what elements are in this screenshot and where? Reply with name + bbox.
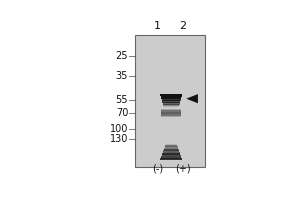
Bar	[161, 97, 182, 98]
Text: 35: 35	[116, 71, 128, 81]
Bar	[162, 102, 180, 103]
Bar	[163, 150, 179, 151]
Text: 70: 70	[116, 108, 128, 118]
Bar	[161, 98, 181, 99]
Bar	[160, 158, 182, 159]
Text: 1: 1	[154, 21, 161, 31]
Bar	[135, 35, 205, 167]
Bar	[162, 155, 181, 156]
Bar	[160, 95, 182, 96]
Text: 55: 55	[116, 95, 128, 105]
Bar	[163, 104, 179, 105]
Bar	[161, 96, 182, 97]
Bar	[162, 153, 180, 155]
Bar	[163, 103, 180, 104]
Bar	[162, 100, 181, 101]
Bar	[161, 97, 181, 99]
Bar	[164, 106, 179, 107]
Bar	[162, 100, 181, 101]
Bar	[161, 157, 182, 158]
Bar	[164, 149, 179, 151]
Bar	[163, 104, 179, 105]
Bar	[165, 146, 178, 147]
Text: 100: 100	[110, 124, 128, 134]
Bar	[165, 145, 177, 146]
Bar	[163, 102, 180, 103]
Bar	[160, 159, 182, 160]
Bar	[163, 153, 180, 154]
Bar	[160, 95, 182, 97]
Bar	[160, 94, 182, 95]
Bar	[164, 147, 178, 148]
Text: 25: 25	[116, 51, 128, 61]
Bar	[161, 110, 181, 116]
Bar	[162, 101, 180, 102]
Bar	[162, 154, 181, 155]
Bar	[163, 105, 179, 106]
Text: (+): (+)	[175, 163, 190, 173]
Bar	[161, 156, 181, 157]
Text: (-): (-)	[152, 163, 163, 173]
Bar	[161, 99, 181, 100]
Text: 130: 130	[110, 134, 128, 144]
Text: 2: 2	[179, 21, 186, 31]
Bar	[164, 148, 178, 149]
Bar	[164, 149, 178, 150]
Bar	[161, 158, 182, 159]
Bar	[163, 152, 180, 153]
Bar	[165, 145, 177, 147]
Bar	[161, 109, 181, 114]
Polygon shape	[186, 94, 198, 103]
Bar	[163, 151, 179, 152]
Bar	[166, 144, 177, 145]
Bar	[161, 112, 181, 117]
